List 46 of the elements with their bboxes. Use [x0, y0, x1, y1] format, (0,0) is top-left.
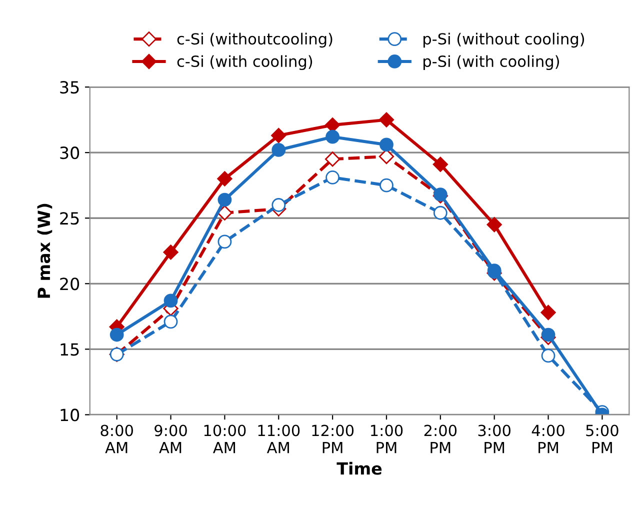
point — [217, 171, 232, 186]
legend-label: c-Si (with cooling) — [177, 55, 312, 70]
point — [433, 188, 448, 202]
point — [164, 294, 178, 308]
point — [380, 138, 394, 152]
point — [110, 328, 124, 342]
point — [433, 206, 448, 220]
x-axis-title: Time — [336, 462, 382, 475]
x-tick-label: 3:00 PM — [478, 424, 510, 454]
x-tick-label: 11:00 AM — [258, 424, 300, 454]
point — [218, 192, 232, 207]
point — [378, 112, 394, 128]
point — [271, 128, 286, 144]
point — [541, 348, 556, 363]
point — [540, 304, 556, 320]
x-tick-label: 4:00 PM — [532, 424, 564, 454]
x-tick-label: 5:00 PM — [586, 424, 618, 454]
point — [164, 314, 178, 329]
point — [218, 234, 232, 249]
y-tick-label: 15 — [60, 343, 79, 356]
legend-label: p-Si (without cooling) — [424, 32, 584, 48]
legend-label: p-Si (with cooling) — [424, 55, 559, 70]
x-tick-label: 12:00 PM — [312, 424, 354, 454]
x-tick-label: 10:00 AM — [204, 424, 246, 454]
point — [486, 217, 502, 232]
y-tick-label: 25 — [60, 212, 79, 225]
legend-label: c-Si (withoutcooling) — [177, 32, 332, 48]
point — [163, 244, 178, 260]
y-tick-label: 30 — [60, 146, 80, 160]
y-tick-label: 35 — [60, 81, 79, 94]
point — [541, 328, 556, 342]
point — [326, 170, 340, 184]
y-tick-label: 10 — [60, 408, 80, 422]
y-tick-label: 20 — [60, 278, 80, 290]
x-tick-label: 8:00 AM — [100, 424, 133, 454]
point — [326, 130, 340, 144]
point — [324, 152, 340, 167]
x-tick-label: 1:00 PM — [371, 424, 403, 454]
point — [380, 178, 394, 192]
x-tick-label: 2:00 PM — [424, 424, 457, 454]
point — [272, 143, 286, 157]
point — [217, 205, 232, 220]
point — [432, 156, 448, 172]
point — [272, 198, 286, 212]
y-axis-title: P max (W) — [37, 204, 52, 298]
x-tick-label: 9:00 AM — [154, 424, 187, 454]
